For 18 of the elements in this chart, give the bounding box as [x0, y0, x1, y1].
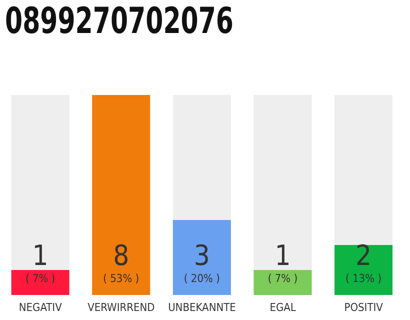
x-tick-label: EGAL [270, 300, 296, 314]
chart-title: 0899270702076 [5, 0, 234, 44]
data-label: 2 [355, 239, 372, 272]
annotation: ( 7% ) [25, 272, 56, 285]
annotation: ( 20% ) [184, 272, 220, 285]
x-tick-label: VERWIRREND [88, 300, 156, 314]
x-tick-label: UNBEKANNTE [168, 300, 236, 314]
annotation: ( 13% ) [346, 272, 382, 285]
annotation: ( 7% ) [268, 272, 298, 285]
data-label: 3 [194, 239, 210, 272]
data-label: 1 [32, 239, 48, 272]
annotation: ( 53% ) [103, 272, 140, 285]
x-tick-label: POSITIV [344, 300, 384, 314]
data-label: 8 [113, 239, 130, 272]
bar [11, 270, 70, 295]
data-label: 1 [274, 239, 291, 272]
x-tick-label: NEGATIV [18, 300, 62, 314]
bar [254, 270, 312, 295]
